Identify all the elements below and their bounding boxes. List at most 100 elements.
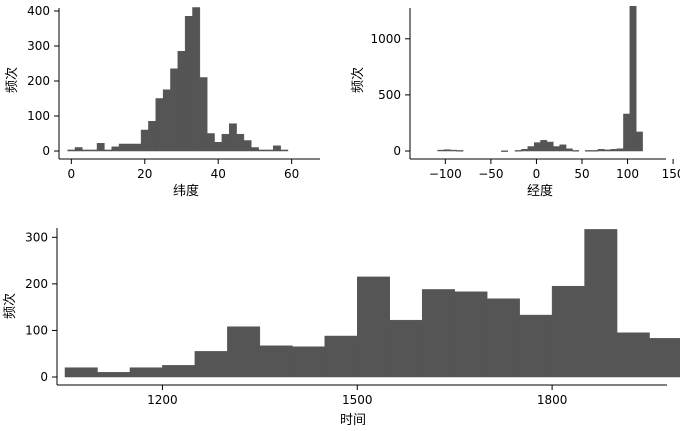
- latitude-x-axis-title: 纬度: [173, 183, 199, 199]
- latitude-bar: [273, 145, 281, 152]
- longitude-y-tick-label: 1000: [370, 32, 401, 46]
- latitude-bar: [82, 149, 90, 152]
- time-y-tick-label: 300: [25, 230, 48, 244]
- latitude-bar: [243, 140, 252, 152]
- longitude-bar: [540, 140, 548, 152]
- time-bar: [584, 229, 618, 378]
- longitude-bar: [501, 150, 508, 152]
- latitude-bar: [258, 149, 267, 152]
- longitude-bar: [635, 131, 643, 152]
- longitude-bar: [629, 5, 637, 152]
- time-bar: [486, 298, 520, 378]
- latitude-x-tick-label: 40: [211, 167, 226, 181]
- longitude-bar: [521, 149, 529, 152]
- longitude-bar: [616, 148, 624, 152]
- latitude-bar: [170, 68, 179, 152]
- time-histogram-panel: 1200 1500 1800 0 100 200 300 时间 频次: [2, 228, 680, 428]
- longitude-bar: [565, 148, 573, 152]
- latitude-bar: [89, 149, 98, 152]
- time-x-tick-label: 1200: [147, 393, 178, 407]
- latitude-x-ticks: 0 20 40 60: [68, 159, 299, 181]
- time-bar: [616, 332, 650, 378]
- longitude-bar: [559, 144, 567, 152]
- latitude-histogram-panel: 0 20 40 60 0 100 200 300 400 纬度 频次: [4, 4, 320, 199]
- longitude-y-axis-title: 频次: [350, 67, 366, 93]
- time-x-axis-title: 时间: [340, 413, 366, 428]
- time-x-tick-label: 1500: [342, 393, 373, 407]
- latitude-bar: [111, 146, 120, 152]
- latitude-y-ticks: 0 100 200 300 400: [27, 4, 59, 158]
- longitude-x-tick-label: 50: [574, 167, 589, 181]
- time-bar: [259, 345, 293, 378]
- time-y-tick-label: 0: [40, 370, 48, 384]
- longitude-bar: [584, 150, 592, 152]
- latitude-bar: [184, 16, 193, 152]
- time-bar: [64, 367, 98, 378]
- time-x-ticks: 1200 1500 1800: [147, 385, 567, 407]
- latitude-bar: [96, 143, 105, 152]
- longitude-bar: [514, 150, 522, 152]
- time-bar: [227, 326, 261, 378]
- latitude-y-axis-title: 频次: [4, 67, 20, 93]
- latitude-bar: [104, 149, 112, 152]
- longitude-bar: [572, 150, 580, 152]
- latitude-bar: [265, 149, 274, 152]
- longitude-bar: [527, 146, 535, 152]
- longitude-bar: [553, 146, 560, 152]
- latitude-bar: [67, 149, 76, 152]
- time-bar: [162, 365, 196, 378]
- longitude-bar: [437, 149, 445, 152]
- latitude-bar: [251, 147, 259, 152]
- time-bar: [454, 291, 488, 378]
- longitude-histogram-panel: −100 −50 0 50 100 150 0 500 1000 经度 频次: [350, 5, 680, 199]
- longitude-x-axis-title: 经度: [527, 183, 553, 199]
- longitude-bar: [456, 150, 464, 152]
- longitude-x-tick-label: 150: [662, 167, 680, 181]
- time-bar: [324, 335, 358, 378]
- latitude-bar: [199, 77, 208, 152]
- time-bar: [649, 338, 680, 378]
- latitude-bar: [140, 129, 149, 152]
- latitude-x-tick-label: 20: [137, 167, 152, 181]
- longitude-y-tick-label: 500: [378, 88, 401, 102]
- time-bar: [551, 285, 585, 378]
- latitude-y-tick-label: 200: [27, 74, 50, 88]
- time-y-ticks: 0 100 200 300: [25, 230, 57, 384]
- latitude-bar: [214, 142, 223, 152]
- longitude-bars: [437, 5, 643, 152]
- latitude-bar: [221, 133, 230, 152]
- longitude-bar: [610, 149, 618, 152]
- latitude-bar: [155, 98, 164, 152]
- latitude-bar: [148, 121, 157, 152]
- longitude-bar: [450, 149, 457, 152]
- longitude-x-tick-label: 0: [533, 167, 541, 181]
- longitude-bar: [546, 141, 554, 152]
- time-y-tick-label: 200: [25, 277, 48, 291]
- latitude-bar: [118, 143, 127, 152]
- time-x-tick-label: 1800: [537, 393, 568, 407]
- time-bar: [292, 346, 326, 378]
- latitude-bar: [280, 149, 289, 152]
- latitude-bar: [192, 7, 201, 152]
- time-bar: [421, 289, 455, 378]
- latitude-bar: [133, 143, 142, 152]
- latitude-bar: [228, 123, 237, 152]
- latitude-y-tick-label: 0: [42, 144, 50, 158]
- longitude-y-tick-label: 0: [393, 144, 401, 158]
- longitude-bar: [623, 113, 631, 152]
- longitude-bar: [604, 149, 611, 152]
- longitude-bar: [533, 142, 541, 152]
- latitude-y-tick-label: 400: [27, 4, 50, 18]
- longitude-y-ticks: 0 500 1000: [370, 32, 410, 158]
- time-bar: [357, 276, 390, 378]
- latitude-x-tick-label: 0: [68, 167, 76, 181]
- time-bar: [129, 367, 163, 378]
- time-y-axis-title: 频次: [2, 293, 18, 319]
- time-bar: [97, 372, 131, 378]
- latitude-bar: [74, 147, 83, 152]
- latitude-bar: [177, 51, 186, 152]
- latitude-y-tick-label: 300: [27, 39, 50, 53]
- longitude-bar: [443, 149, 451, 152]
- latitude-y-tick-label: 100: [27, 109, 50, 123]
